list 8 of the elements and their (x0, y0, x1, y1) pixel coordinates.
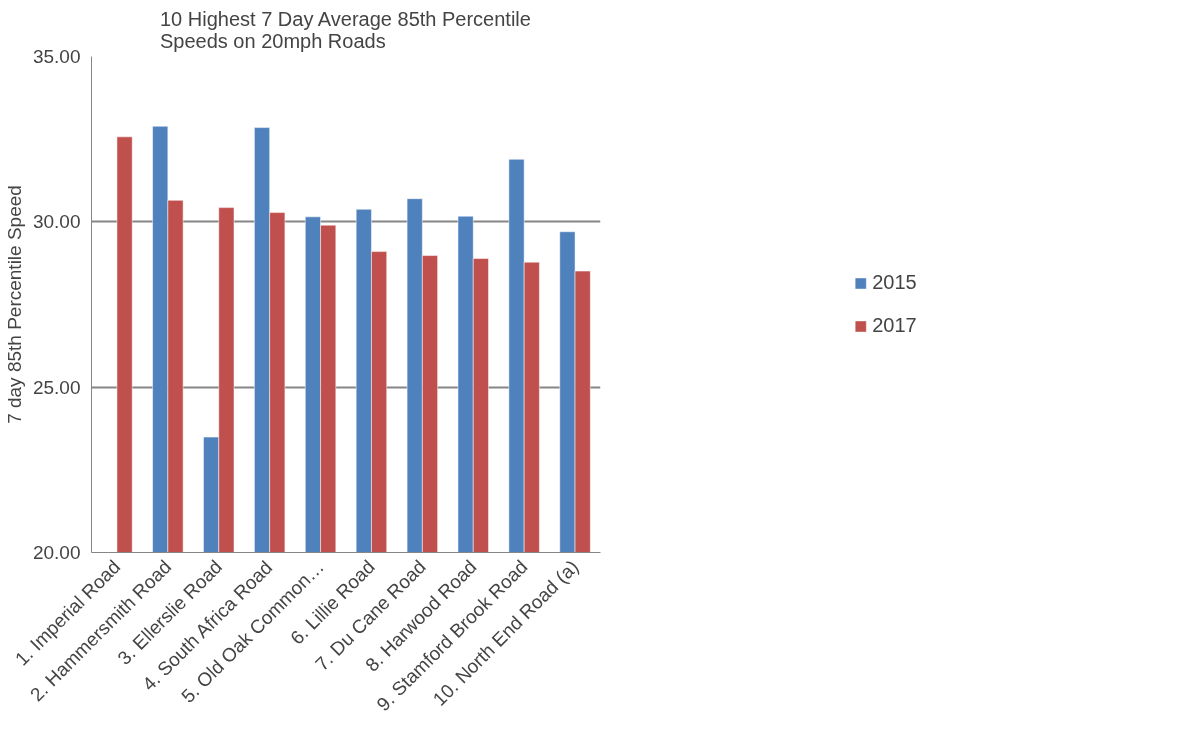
y-axis-title: 7 day 85th Percentile Speed (3, 185, 25, 424)
chart-title: 10 Highest 7 Day Average 85th Percentile Speeds on 20mph Roads (159, 7, 531, 52)
legend-label: 2017 (872, 314, 917, 337)
y-tick-label: 20.00 (32, 542, 81, 563)
legend-label: 2015 (872, 271, 917, 294)
y-tick-label: 30.00 (32, 211, 81, 233)
y-tick-label: 25.00 (32, 376, 81, 398)
y-tick-label: 35.00 (32, 46, 81, 67)
